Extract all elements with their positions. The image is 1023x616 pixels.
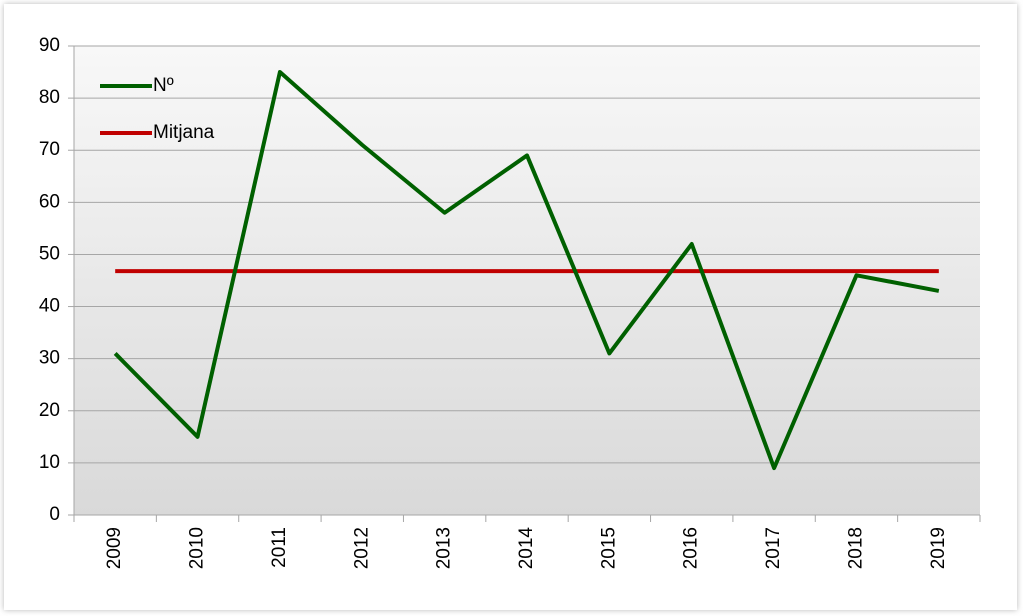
- y-tick-label: 50: [39, 243, 60, 264]
- x-tick-label: 2011: [269, 527, 290, 568]
- y-tick-label: 10: [39, 452, 60, 473]
- x-tick-label: 2014: [516, 527, 537, 570]
- x-tick-label: 2013: [434, 527, 455, 569]
- y-tick-label: 60: [39, 191, 60, 212]
- y-tick-label: 20: [39, 400, 60, 421]
- y-tick-label: 90: [39, 35, 60, 56]
- x-tick-label: 2016: [681, 527, 702, 569]
- y-tick-label: 80: [39, 87, 60, 108]
- y-tick-label: 40: [39, 296, 60, 317]
- x-tick-label: 2010: [187, 527, 208, 569]
- y-tick-label: 0: [49, 504, 60, 525]
- x-tick-label: 2015: [598, 527, 619, 569]
- x-tick-label: 2018: [845, 527, 866, 569]
- plot-area: [74, 46, 980, 515]
- data-line: [113, 70, 940, 471]
- x-tick-label: 2019: [928, 527, 949, 569]
- x-tick-label: 2017: [763, 527, 784, 569]
- y-tick-label: 30: [39, 348, 60, 369]
- y-tick-label: 70: [39, 139, 60, 160]
- x-tick-label: 2012: [351, 527, 372, 569]
- legend-label: Nº: [153, 75, 174, 96]
- legend-label: Mitjana: [153, 122, 215, 143]
- x-tick-label: 2009: [104, 527, 125, 569]
